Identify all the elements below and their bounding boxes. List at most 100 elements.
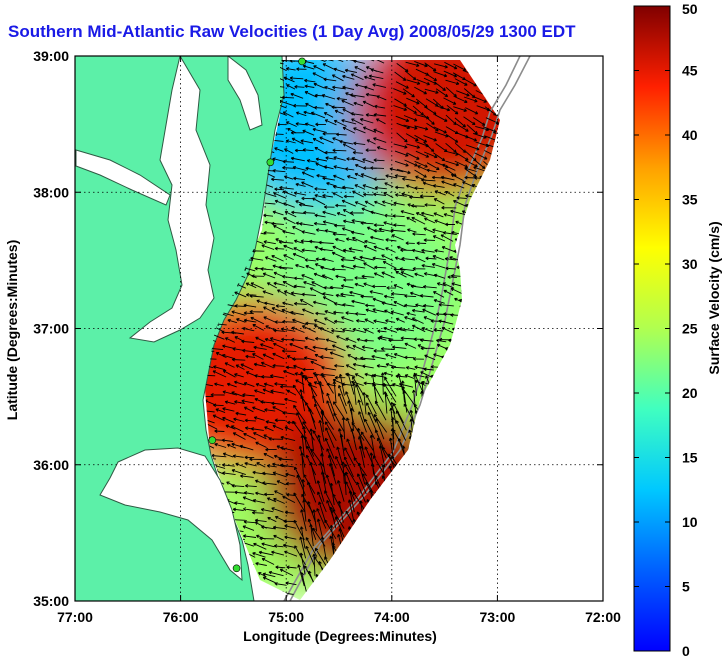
velocity-arrow — [222, 471, 236, 476]
velocity-arrow — [345, 237, 357, 242]
velocity-arrow — [352, 256, 365, 262]
velocity-arrow — [319, 327, 334, 334]
velocity-arrow — [424, 151, 438, 159]
velocity-arrow — [374, 200, 386, 207]
velocity-arrow — [373, 319, 387, 324]
velocity-arrow — [315, 157, 328, 162]
velocity-arrow — [282, 280, 296, 289]
velocity-arrow — [352, 344, 366, 352]
velocity-arrow — [264, 301, 275, 306]
velocity-arrow — [340, 257, 355, 262]
velocity-arrow — [443, 70, 458, 78]
velocity-arrow — [412, 357, 424, 361]
velocity-arrow — [300, 434, 305, 458]
velocity-arrow — [424, 106, 437, 115]
velocity-arrow — [285, 139, 296, 144]
velocity-arrow — [374, 104, 386, 109]
velocity-arrow — [313, 319, 326, 326]
velocity-arrow — [304, 91, 317, 98]
velocity-arrow — [394, 174, 407, 178]
velocity-arrow — [364, 200, 375, 207]
velocity-arrow — [409, 195, 424, 199]
velocity-arrow — [373, 137, 387, 143]
velocity-arrow — [447, 275, 457, 279]
velocity-arrow — [343, 278, 354, 282]
velocity-arrow — [335, 203, 347, 208]
velocity-arrow — [295, 122, 307, 126]
velocity-arrow — [302, 499, 307, 522]
velocity-arrow — [321, 257, 334, 262]
velocity-arrow — [303, 356, 318, 361]
velocity-arrow — [325, 427, 335, 449]
velocity-arrow — [293, 239, 304, 244]
velocity-arrow — [320, 536, 327, 559]
colorbar-ticks — [634, 5, 670, 652]
velocity-arrow — [351, 230, 365, 236]
velocity-arrow — [364, 338, 374, 343]
velocity-arrow — [342, 328, 355, 332]
velocity-arrow — [243, 507, 257, 512]
velocity-arrow — [450, 173, 464, 182]
velocity-arrow — [454, 117, 466, 128]
velocity-arrow — [385, 247, 396, 253]
velocity-arrow — [424, 88, 439, 94]
velocity-arrow — [243, 491, 255, 495]
velocity-arrow — [278, 457, 294, 461]
velocity-arrow — [434, 81, 446, 91]
velocity-arrow — [369, 290, 384, 295]
velocity-arrow — [320, 453, 326, 476]
colorbar-tick-label: 45 — [682, 63, 698, 79]
velocity-arrow — [360, 173, 375, 180]
velocity-arrow — [433, 328, 444, 332]
velocity-arrow — [414, 86, 427, 95]
velocity-arrow — [303, 474, 316, 494]
velocity-arrow — [233, 417, 245, 422]
velocity-arrow — [312, 300, 328, 306]
velocity-arrow — [324, 437, 335, 459]
velocity-arrow — [404, 342, 417, 349]
x-tick-label: 76:00 — [163, 609, 199, 625]
velocity-arrow — [312, 197, 326, 206]
velocity-arrow — [453, 199, 467, 207]
y-axis-label: Latitude (Degrees:Minutes) — [4, 240, 20, 420]
velocity-arrow — [360, 294, 374, 299]
velocity-arrow — [423, 238, 436, 242]
velocity-arrow — [414, 169, 427, 178]
velocity-arrow — [466, 124, 478, 135]
velocity-arrow — [301, 325, 316, 333]
velocity-arrow — [285, 472, 296, 477]
velocity-arrow — [234, 373, 244, 378]
velocity-arrow — [383, 371, 394, 376]
colorbar-tick-labels: 0 5 10 15 20 25 30 35 40 45 50 — [682, 1, 698, 659]
velocity-arrow — [463, 96, 478, 103]
velocity-arrow — [420, 371, 434, 379]
velocity-arrow — [285, 365, 296, 370]
velocity-arrow — [282, 111, 294, 118]
velocity-arrow — [473, 96, 487, 103]
velocity-arrow — [419, 194, 435, 198]
velocity-arrow — [293, 301, 307, 306]
velocity-arrow — [400, 336, 415, 341]
velocity-arrow — [301, 292, 317, 297]
velocity-arrow — [271, 307, 285, 313]
velocity-arrow — [271, 177, 284, 182]
isobath-line — [289, 56, 531, 601]
isobath-line — [283, 56, 521, 601]
velocity-arrow — [282, 495, 296, 504]
velocity-arrow — [313, 221, 327, 226]
velocity-arrow — [240, 474, 254, 478]
velocity-arrow — [242, 348, 255, 353]
velocity-arrow — [393, 352, 407, 359]
velocity-arrow — [412, 266, 426, 271]
velocity-arrow — [277, 289, 287, 295]
velocity-arrow — [436, 282, 447, 287]
velocity-arrow — [370, 210, 385, 216]
velocity-arrow — [411, 324, 426, 333]
velocity-arrow — [465, 107, 479, 115]
velocity-arrow — [373, 192, 387, 197]
velocity-arrow — [309, 287, 324, 296]
x-tick-label: 73:00 — [479, 609, 515, 625]
velocity-arrow — [372, 308, 385, 313]
velocity-arrow — [353, 101, 364, 107]
velocity-arrow — [231, 310, 246, 316]
